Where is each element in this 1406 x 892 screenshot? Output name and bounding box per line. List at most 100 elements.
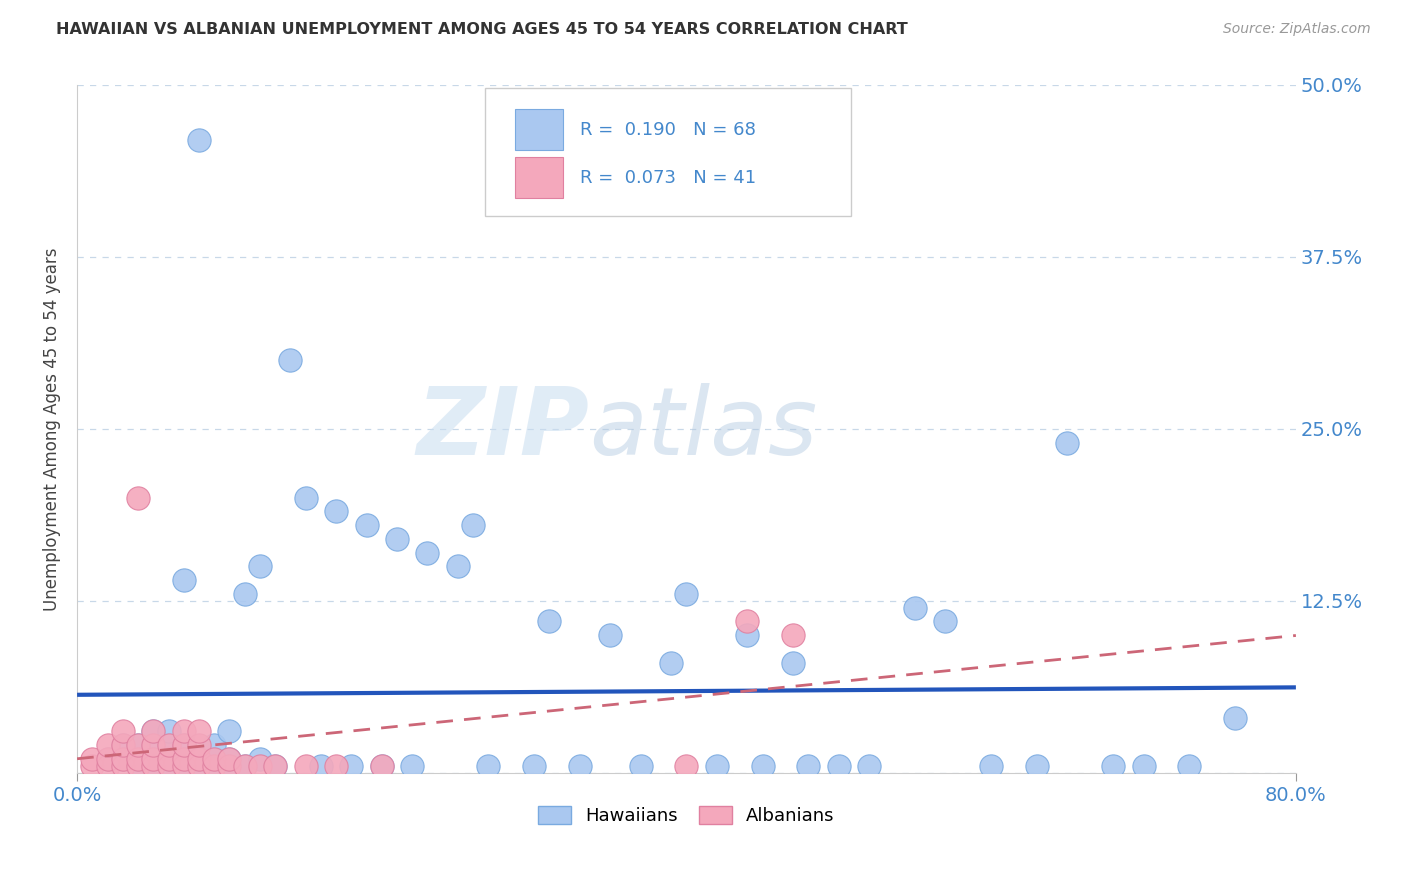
- Point: [111, 738, 134, 752]
- Point: [202, 752, 225, 766]
- Point: [188, 738, 211, 752]
- Point: [659, 656, 682, 670]
- Point: [1102, 759, 1125, 773]
- Point: [828, 759, 851, 773]
- Point: [188, 759, 211, 773]
- Point: [904, 600, 927, 615]
- Point: [1056, 435, 1078, 450]
- Point: [111, 724, 134, 739]
- Point: [127, 759, 149, 773]
- Point: [202, 759, 225, 773]
- Point: [264, 759, 287, 773]
- Point: [218, 724, 240, 739]
- Point: [82, 759, 104, 773]
- FancyBboxPatch shape: [515, 157, 564, 198]
- Point: [142, 724, 165, 739]
- Point: [1223, 711, 1246, 725]
- Point: [82, 752, 104, 766]
- Text: R =  0.073   N = 41: R = 0.073 N = 41: [581, 169, 756, 186]
- Y-axis label: Unemployment Among Ages 45 to 54 years: Unemployment Among Ages 45 to 54 years: [44, 247, 60, 611]
- Point: [97, 752, 120, 766]
- Point: [980, 759, 1002, 773]
- Point: [325, 504, 347, 518]
- Point: [111, 752, 134, 766]
- Point: [142, 752, 165, 766]
- Point: [127, 759, 149, 773]
- Point: [127, 752, 149, 766]
- Point: [233, 759, 256, 773]
- Point: [325, 759, 347, 773]
- Point: [127, 738, 149, 752]
- Point: [782, 628, 804, 642]
- Point: [127, 491, 149, 505]
- Point: [523, 759, 546, 773]
- Point: [188, 752, 211, 766]
- Point: [934, 615, 956, 629]
- Point: [249, 759, 271, 773]
- Point: [173, 738, 195, 752]
- Point: [173, 724, 195, 739]
- Point: [142, 752, 165, 766]
- Point: [97, 759, 120, 773]
- Point: [111, 752, 134, 766]
- Point: [173, 752, 195, 766]
- Point: [340, 759, 363, 773]
- Point: [294, 491, 316, 505]
- Point: [202, 759, 225, 773]
- Text: Source: ZipAtlas.com: Source: ZipAtlas.com: [1223, 22, 1371, 37]
- Point: [173, 759, 195, 773]
- Point: [280, 353, 302, 368]
- Point: [173, 752, 195, 766]
- Point: [157, 724, 180, 739]
- Point: [1025, 759, 1047, 773]
- Point: [157, 738, 180, 752]
- Point: [218, 752, 240, 766]
- Point: [737, 615, 759, 629]
- Point: [142, 759, 165, 773]
- Point: [568, 759, 591, 773]
- Point: [157, 759, 180, 773]
- Point: [157, 738, 180, 752]
- Point: [706, 759, 728, 773]
- Point: [1178, 759, 1201, 773]
- Point: [249, 559, 271, 574]
- Point: [127, 738, 149, 752]
- Point: [782, 656, 804, 670]
- Text: HAWAIIAN VS ALBANIAN UNEMPLOYMENT AMONG AGES 45 TO 54 YEARS CORRELATION CHART: HAWAIIAN VS ALBANIAN UNEMPLOYMENT AMONG …: [56, 22, 908, 37]
- Point: [157, 752, 180, 766]
- Point: [264, 759, 287, 773]
- Point: [142, 724, 165, 739]
- Point: [675, 759, 697, 773]
- Point: [111, 759, 134, 773]
- Point: [218, 752, 240, 766]
- Point: [477, 759, 499, 773]
- Point: [294, 759, 316, 773]
- Point: [202, 738, 225, 752]
- Point: [463, 518, 485, 533]
- Point: [142, 759, 165, 773]
- Point: [797, 759, 820, 773]
- Point: [233, 759, 256, 773]
- Point: [385, 532, 408, 546]
- FancyBboxPatch shape: [515, 109, 564, 150]
- Point: [173, 759, 195, 773]
- Point: [142, 738, 165, 752]
- Point: [127, 752, 149, 766]
- Point: [630, 759, 652, 773]
- Point: [249, 752, 271, 766]
- Point: [447, 559, 470, 574]
- Point: [751, 759, 773, 773]
- Point: [97, 752, 120, 766]
- Point: [233, 587, 256, 601]
- Point: [309, 759, 332, 773]
- Point: [157, 759, 180, 773]
- Point: [538, 615, 561, 629]
- Point: [97, 738, 120, 752]
- Point: [401, 759, 423, 773]
- Point: [188, 133, 211, 147]
- Point: [188, 724, 211, 739]
- Text: R =  0.190   N = 68: R = 0.190 N = 68: [581, 120, 756, 138]
- Point: [599, 628, 621, 642]
- FancyBboxPatch shape: [485, 88, 851, 216]
- Point: [202, 752, 225, 766]
